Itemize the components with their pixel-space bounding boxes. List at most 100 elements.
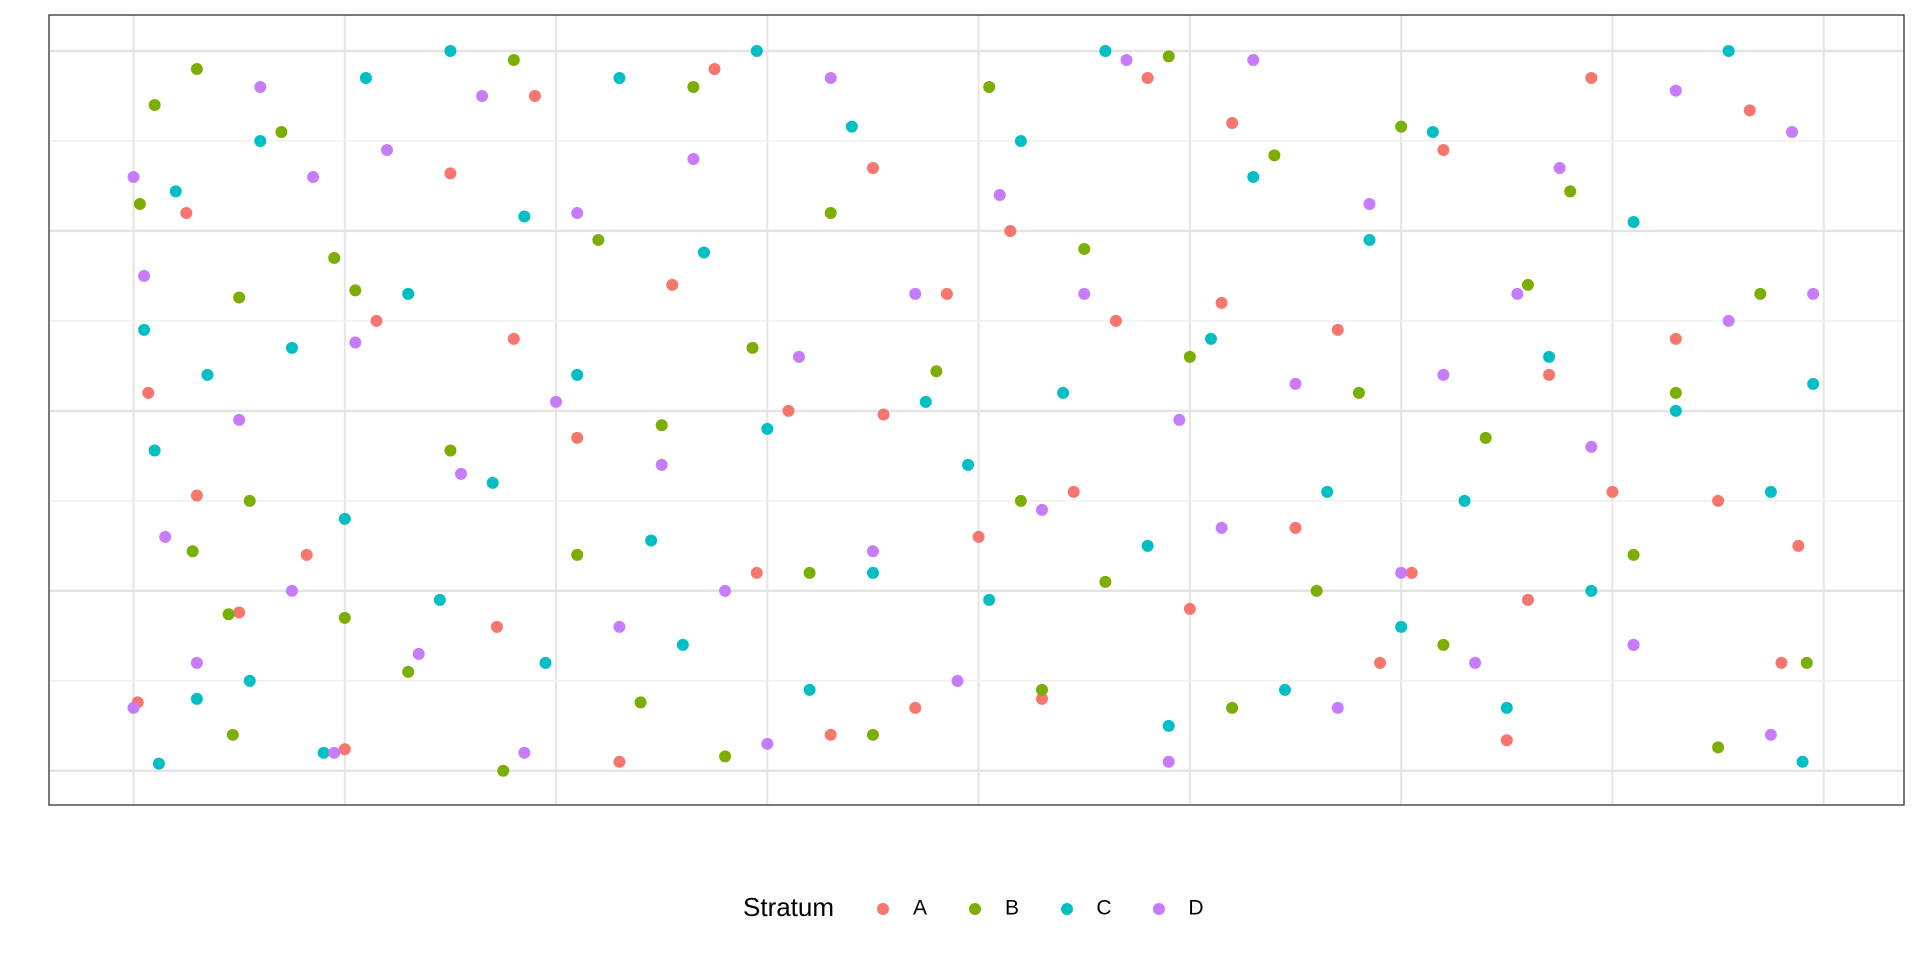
point (930, 365, 943, 378)
point (687, 80, 700, 93)
point (1035, 683, 1048, 696)
point (233, 291, 246, 304)
point (1035, 692, 1048, 705)
point (300, 548, 313, 561)
point (983, 80, 996, 93)
point (381, 143, 394, 156)
point (243, 674, 256, 687)
point (1437, 368, 1450, 381)
point (507, 332, 520, 345)
point (550, 395, 563, 408)
point (613, 755, 626, 768)
point (1247, 53, 1260, 66)
point (824, 728, 837, 741)
point (719, 750, 732, 763)
point (1352, 386, 1365, 399)
point (476, 89, 489, 102)
point (127, 170, 140, 183)
point (518, 746, 531, 759)
legend-label: B (1005, 897, 1019, 920)
point (1141, 539, 1154, 552)
point (349, 336, 362, 349)
point (1437, 143, 1450, 156)
point (1162, 755, 1175, 768)
point (750, 44, 763, 57)
point (1426, 125, 1439, 138)
point (1109, 314, 1122, 327)
point (571, 206, 584, 219)
legend-label: A (913, 897, 927, 920)
point (1543, 350, 1556, 363)
point (338, 743, 351, 756)
point (1669, 404, 1682, 417)
point (486, 476, 499, 489)
point (1500, 701, 1513, 714)
legend-key (1153, 903, 1165, 915)
point (1078, 242, 1091, 255)
point (571, 368, 584, 381)
point (746, 341, 759, 354)
point (1162, 719, 1175, 732)
point (1226, 701, 1239, 714)
point (1796, 755, 1809, 768)
point (444, 44, 457, 57)
point (539, 656, 552, 669)
point (1521, 593, 1534, 606)
point (1786, 125, 1799, 138)
point (666, 278, 679, 291)
point (1141, 71, 1154, 84)
point (782, 404, 795, 417)
point (370, 314, 383, 327)
point (222, 608, 235, 621)
point (877, 408, 890, 421)
point (592, 233, 605, 246)
point (226, 728, 239, 741)
point (1543, 368, 1556, 381)
point (1585, 71, 1598, 84)
legend-label: C (1096, 897, 1111, 920)
point (1764, 728, 1777, 741)
point (1669, 84, 1682, 97)
point (1078, 287, 1091, 300)
point (1226, 116, 1239, 129)
point (201, 368, 214, 381)
point (402, 287, 415, 300)
point (127, 701, 140, 714)
point (1057, 386, 1070, 399)
legend-key (1061, 903, 1073, 915)
point (1363, 197, 1376, 210)
point (307, 170, 320, 183)
point (1521, 278, 1534, 291)
point (1395, 120, 1408, 133)
point (1511, 287, 1524, 300)
legend-title: Stratum (743, 892, 834, 922)
point (909, 287, 922, 300)
point (1669, 386, 1682, 399)
point (1792, 539, 1805, 552)
point (1437, 638, 1450, 651)
point (866, 545, 879, 558)
point (1247, 170, 1260, 183)
point (142, 386, 155, 399)
point (328, 746, 341, 759)
point (254, 80, 267, 93)
point (962, 458, 975, 471)
grid (49, 15, 1904, 805)
point (1754, 287, 1767, 300)
point (803, 566, 816, 579)
point (719, 584, 732, 597)
point (1215, 296, 1228, 309)
point (1627, 548, 1640, 561)
point (687, 152, 700, 165)
points (127, 44, 1820, 777)
point (1606, 485, 1619, 498)
point (1183, 602, 1196, 615)
point (1183, 350, 1196, 363)
point (1014, 134, 1027, 147)
point (349, 284, 362, 297)
point (1479, 431, 1492, 444)
point (1374, 656, 1387, 669)
point (1321, 485, 1334, 498)
